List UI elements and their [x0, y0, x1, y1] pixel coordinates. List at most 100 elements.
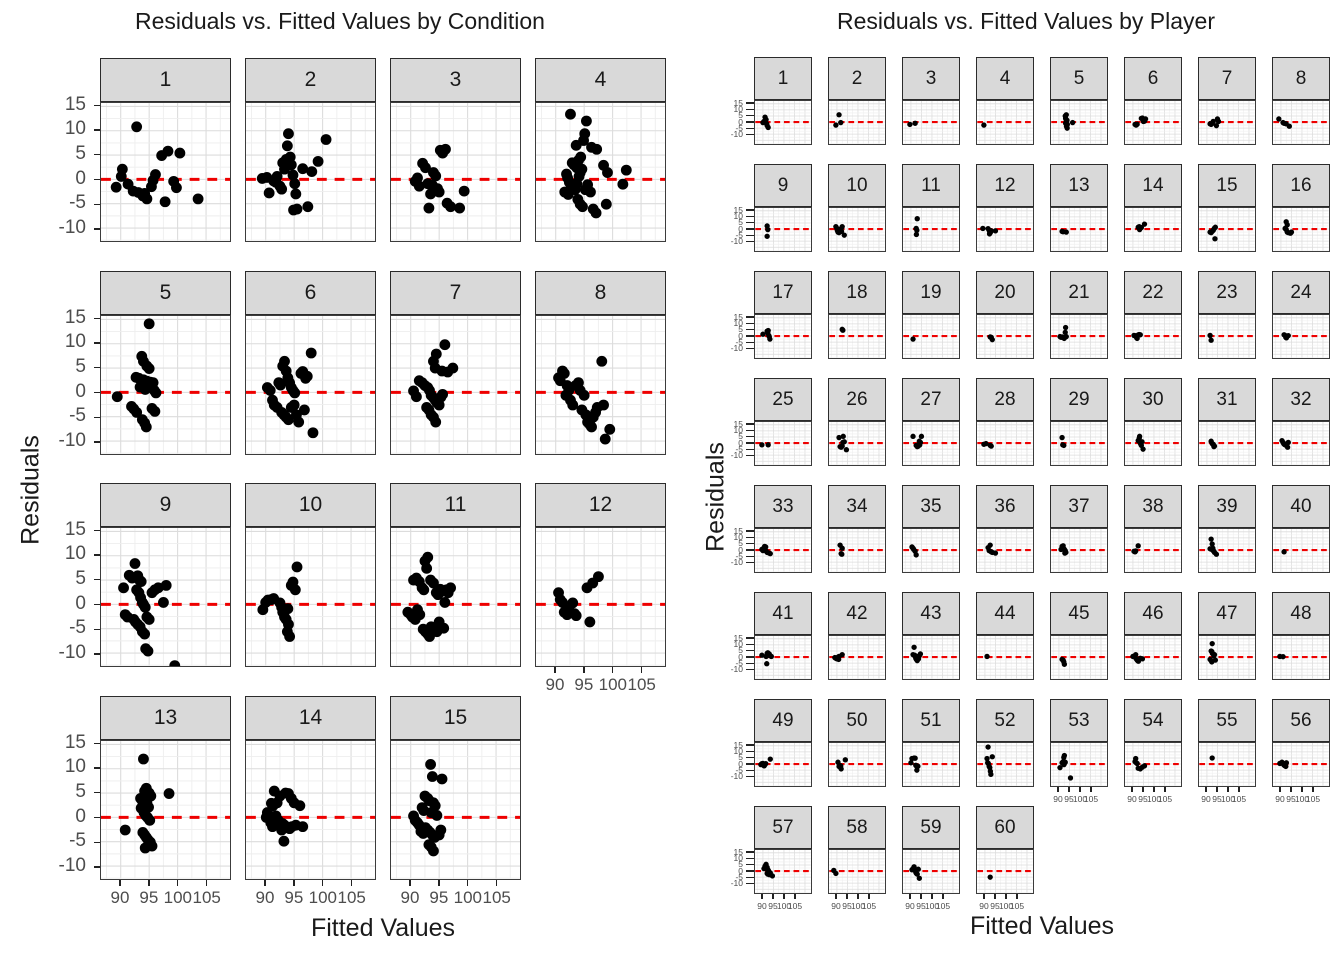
x-tick-mark	[177, 880, 179, 886]
y-tick-label: 15	[733, 418, 743, 429]
y-tick-label: -10	[730, 557, 743, 568]
data-point	[988, 443, 994, 449]
x-tick-label: 100	[776, 901, 792, 911]
y-tick-mark	[746, 756, 754, 759]
data-point	[1285, 332, 1291, 339]
x-tick-label: 95	[916, 901, 926, 911]
facet-strip: 3	[390, 58, 521, 102]
data-point	[841, 232, 847, 238]
data-point	[428, 845, 439, 857]
data-point	[426, 771, 438, 782]
y-tick-label: -5	[735, 444, 743, 455]
y-tick-label: 0	[738, 651, 743, 662]
facet-strip: 34	[828, 485, 886, 528]
facet-panel	[245, 740, 376, 880]
x-tick-mark	[942, 894, 944, 899]
data-point	[910, 336, 916, 342]
facet-panel	[1198, 207, 1256, 252]
facet-panel	[1050, 635, 1108, 680]
facet-panel	[1124, 207, 1182, 252]
x-tick-label: 105	[337, 888, 366, 907]
x-tick-mark	[931, 894, 933, 899]
facet-panel	[1198, 100, 1256, 145]
x-tick-label: 100	[1294, 794, 1310, 804]
y-tick-mark	[746, 134, 754, 136]
x-tick-mark	[868, 894, 870, 899]
facet-strip: 16	[1272, 164, 1330, 207]
data-point	[162, 145, 174, 157]
data-point	[290, 188, 302, 200]
y-tick-label: -5	[69, 830, 86, 852]
facet-panel	[902, 421, 960, 466]
data-point	[1133, 548, 1139, 554]
data-point	[1285, 439, 1291, 446]
y-tick-label: 15	[733, 739, 743, 750]
y-tick-label: -5	[735, 872, 743, 883]
y-tick-label: 5	[75, 568, 86, 590]
facet-panel	[828, 207, 886, 252]
y-tick-label: 10	[733, 746, 743, 757]
data-point	[158, 597, 169, 608]
data-point	[764, 661, 770, 667]
data-point	[983, 440, 989, 447]
data-point	[1134, 760, 1140, 767]
data-point	[981, 122, 987, 128]
facet-strip: 28	[976, 378, 1034, 421]
facet-panel	[1272, 528, 1330, 573]
x-tick-mark	[1057, 787, 1059, 792]
data-point	[1062, 329, 1068, 336]
data-point	[174, 147, 186, 159]
data-point	[421, 562, 433, 574]
facet-panel	[754, 421, 812, 466]
facet-panel	[1050, 742, 1108, 787]
facet-strip: 21	[1050, 271, 1108, 314]
y-tick-label: -5	[69, 617, 86, 639]
data-point	[283, 128, 294, 140]
data-point	[835, 759, 841, 765]
data-point	[1069, 119, 1076, 126]
data-point	[171, 182, 182, 194]
facet-panel	[828, 635, 886, 680]
x-tick-mark	[351, 880, 353, 886]
data-point	[436, 773, 448, 785]
facet-panel	[1272, 421, 1330, 466]
facet-strip: 15	[1198, 164, 1256, 207]
data-point	[289, 584, 301, 596]
y-tick-label: 0	[75, 592, 86, 614]
facet-strip: 4	[535, 58, 666, 102]
data-point	[1064, 125, 1070, 131]
facet-strip: 54	[1124, 699, 1182, 742]
x-tick-label: 95	[139, 888, 159, 907]
data-point	[987, 542, 993, 548]
facet-panel	[902, 635, 960, 680]
facet-panel	[1124, 742, 1182, 787]
x-tick-mark	[994, 894, 996, 899]
x-tick-label: 90	[255, 888, 275, 907]
data-point	[302, 201, 314, 213]
x-tick-label: 100	[1146, 794, 1162, 804]
y-tick-mark	[746, 851, 754, 853]
data-point	[131, 121, 143, 133]
facet-strip: 31	[1198, 378, 1256, 421]
facet-panel	[754, 100, 812, 145]
y-tick-label: 10	[64, 331, 86, 353]
facet-strip: 53	[1050, 699, 1108, 742]
facet-panel	[976, 635, 1034, 680]
data-point	[577, 201, 588, 213]
data-point	[426, 179, 438, 191]
facet-strip: 60	[976, 806, 1034, 849]
data-point	[1210, 545, 1216, 551]
x-tick-mark	[322, 880, 324, 886]
facet-strip: 8	[535, 271, 666, 315]
x-tick-mark	[1312, 787, 1314, 792]
data-point	[578, 389, 590, 401]
facet-strip: 14	[245, 696, 376, 740]
facet-panel	[828, 849, 886, 894]
x-tick-mark	[1068, 787, 1070, 792]
y-tick-label: 10	[64, 118, 86, 140]
facet-panel	[902, 528, 960, 573]
x-tick-mark	[772, 894, 774, 899]
data-point	[320, 134, 332, 145]
y-tick-label: 10	[733, 211, 743, 222]
data-point	[159, 196, 171, 208]
